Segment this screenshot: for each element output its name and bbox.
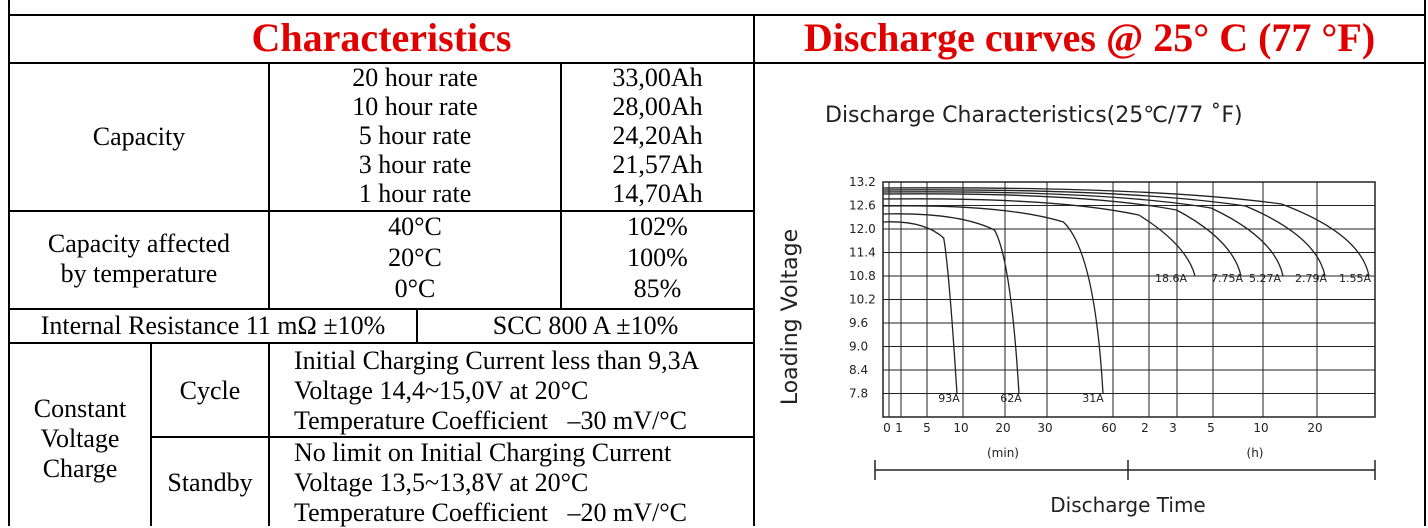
discharge-curve bbox=[882, 198, 1196, 277]
internal-resistance: Internal Resistance 11 mΩ ±10% bbox=[40, 311, 386, 340]
divider-main bbox=[753, 14, 755, 526]
border-top bbox=[8, 14, 1426, 16]
cycle-line-3: Temperature Coefficient –30 mV/°C bbox=[294, 406, 687, 435]
series-label: 31A bbox=[1082, 392, 1104, 405]
temp-value-20: 100% bbox=[627, 243, 688, 272]
y-axis-label: Loading Voltage bbox=[778, 229, 803, 405]
y-tick-label: 13.2 bbox=[849, 175, 876, 189]
temp-bottom bbox=[8, 308, 755, 310]
resist-divider bbox=[416, 310, 418, 342]
standby-line-3: Temperature Coefficient –20 mV/°C bbox=[294, 498, 687, 527]
y-tick-label: 7.8 bbox=[849, 387, 868, 401]
y-tick-label: 12.0 bbox=[849, 222, 876, 236]
series-label: 5.27A bbox=[1249, 272, 1281, 285]
discharge-curve bbox=[882, 205, 1104, 395]
temp-value-40: 102% bbox=[627, 212, 688, 241]
x-tick-label: 10 bbox=[1253, 421, 1268, 435]
value-3h: 21,57Ah bbox=[612, 150, 703, 179]
charge-col1 bbox=[150, 344, 152, 526]
x-tick-label: 30 bbox=[1037, 421, 1052, 435]
y-tick-label: 12.6 bbox=[849, 199, 876, 213]
series-label: 18.6A bbox=[1155, 272, 1187, 285]
capacity-bottom bbox=[8, 210, 755, 212]
cycle-label: Cycle bbox=[179, 376, 241, 405]
col-divider-1 bbox=[268, 62, 270, 310]
discharge-curve bbox=[882, 213, 1020, 395]
y-tick-label: 8.4 bbox=[849, 363, 868, 377]
characteristics-header: Characteristics bbox=[251, 15, 512, 60]
charge-label-1: Constant bbox=[33, 394, 127, 423]
border-left bbox=[8, 0, 10, 526]
value-5h: 24,20Ah bbox=[612, 121, 703, 150]
resist-bottom bbox=[8, 342, 755, 344]
y-tick-label: 11.4 bbox=[849, 246, 876, 260]
chart-title: Discharge Characteristics(25℃/77 ˚F) bbox=[825, 103, 1243, 128]
temp-label-2: by temperature bbox=[60, 259, 218, 288]
unit-min: (min) bbox=[987, 446, 1019, 460]
y-tick-label: 10.8 bbox=[849, 269, 876, 283]
discharge-curve bbox=[882, 187, 1370, 277]
border-right bbox=[1424, 0, 1426, 526]
temp-20: 20°C bbox=[388, 243, 442, 272]
discharge-header: Discharge curves @ 25° C (77 °F) bbox=[803, 15, 1376, 60]
rate-1h: 1 hour rate bbox=[358, 179, 472, 208]
series-label: 62A bbox=[1000, 392, 1022, 405]
y-tick-label: 9.0 bbox=[849, 340, 868, 354]
header-bottom bbox=[8, 62, 1426, 64]
x-tick-label: 1 bbox=[895, 421, 903, 435]
temp-0: 0°C bbox=[394, 274, 436, 303]
standby-line-1: No limit on Initial Charging Current bbox=[294, 438, 672, 467]
value-1h: 14,70Ah bbox=[612, 179, 703, 208]
capacity-label: Capacity bbox=[92, 122, 186, 151]
x-tick-label: 5 bbox=[923, 421, 931, 435]
scc: SCC 800 A ±10% bbox=[492, 311, 679, 340]
series-label: 7.75A bbox=[1211, 272, 1243, 285]
x-tick-label: 5 bbox=[1207, 421, 1215, 435]
rate-10h: 10 hour rate bbox=[352, 92, 478, 121]
series-label: 2.79A bbox=[1295, 272, 1327, 285]
discharge-curve bbox=[882, 221, 958, 395]
charge-label-2: Voltage bbox=[40, 424, 120, 453]
cycle-line-2: Voltage 14,4~15,0V at 20°C bbox=[294, 376, 589, 405]
rate-5h: 5 hour rate bbox=[358, 121, 472, 150]
y-tick-label: 9.6 bbox=[849, 316, 868, 330]
x-tick-label: 10 bbox=[953, 421, 968, 435]
x-tick-label: 20 bbox=[1307, 421, 1322, 435]
rate-3h: 3 hour rate bbox=[358, 150, 472, 179]
cycle-bottom bbox=[150, 436, 755, 438]
x-tick-label: 0 bbox=[883, 421, 891, 435]
temp-40: 40°C bbox=[388, 212, 442, 241]
discharge-curve bbox=[882, 191, 1284, 277]
charge-label-3: Charge bbox=[42, 454, 118, 483]
x-tick-label: 20 bbox=[995, 421, 1010, 435]
standby-label: Standby bbox=[167, 468, 253, 497]
x-tick-label: 3 bbox=[1169, 421, 1177, 435]
x-axis-label: Discharge Time bbox=[1050, 493, 1205, 517]
value-10h: 28,00Ah bbox=[612, 92, 703, 121]
series-label: 93A bbox=[938, 392, 960, 405]
cycle-line-1: Initial Charging Current less than 9,3A bbox=[294, 346, 700, 375]
temp-label-1: Capacity affected bbox=[47, 229, 231, 258]
charge-col2 bbox=[268, 344, 270, 526]
x-tick-label: 60 bbox=[1101, 421, 1116, 435]
discharge-curve bbox=[882, 189, 1326, 277]
value-20h: 33,00Ah bbox=[612, 63, 703, 92]
rate-20h: 20 hour rate bbox=[352, 63, 478, 92]
x-tick-label: 2 bbox=[1141, 421, 1149, 435]
temp-value-0: 85% bbox=[633, 274, 682, 303]
discharge-chart: Discharge Characteristics(25℃/77 ˚F) Loa… bbox=[778, 103, 1376, 517]
unit-h: (h) bbox=[1247, 446, 1264, 460]
series-label: 1.55A bbox=[1339, 272, 1371, 285]
standby-line-2: Voltage 13,5~13,8V at 20°C bbox=[294, 468, 589, 497]
col-divider-2 bbox=[560, 62, 562, 310]
discharge-curve bbox=[882, 193, 1242, 277]
y-tick-label: 10.2 bbox=[849, 293, 876, 307]
